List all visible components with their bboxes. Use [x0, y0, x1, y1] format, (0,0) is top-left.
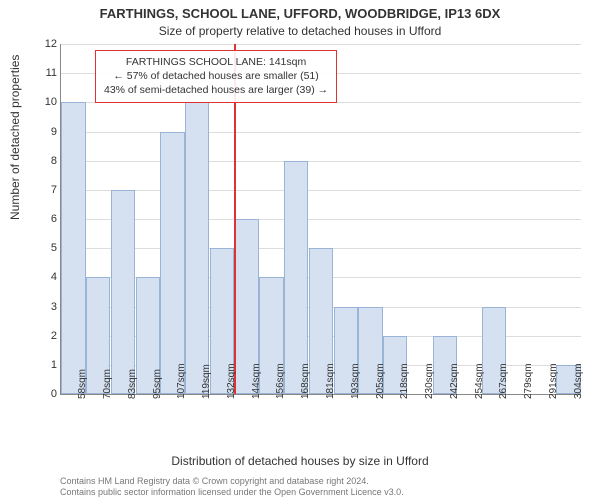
x-tick-label: 254sqm — [474, 363, 485, 399]
y-tick-label: 5 — [37, 242, 57, 254]
annotation-line2: ← 57% of detached houses are smaller (51… — [104, 69, 328, 83]
histogram-bar — [61, 102, 85, 394]
x-axis-label: Distribution of detached houses by size … — [0, 454, 600, 468]
y-tick-label: 9 — [37, 126, 57, 138]
x-tick-label: 291sqm — [548, 363, 559, 399]
y-tick-label: 6 — [37, 213, 57, 225]
grid-line — [61, 190, 581, 191]
footer-line1: Contains HM Land Registry data © Crown c… — [60, 476, 404, 487]
chart-title-main: FARTHINGS, SCHOOL LANE, UFFORD, WOODBRID… — [0, 6, 600, 21]
footer-line2: Contains public sector information licen… — [60, 487, 404, 498]
x-tick-label: 181sqm — [325, 363, 336, 399]
y-tick-label: 4 — [37, 271, 57, 283]
histogram-bar — [111, 190, 135, 394]
x-tick-label: 205sqm — [375, 363, 386, 399]
x-tick-label: 304sqm — [573, 363, 584, 399]
y-tick-label: 0 — [37, 388, 57, 400]
histogram-bar — [185, 102, 209, 394]
grid-line — [61, 44, 581, 45]
y-tick-label: 7 — [37, 184, 57, 196]
x-tick-label: 242sqm — [449, 363, 460, 399]
annotation-box: FARTHINGS SCHOOL LANE: 141sqm ← 57% of d… — [95, 50, 337, 103]
chart-title-sub: Size of property relative to detached ho… — [0, 24, 600, 38]
footer-attribution: Contains HM Land Registry data © Crown c… — [60, 476, 404, 498]
grid-line — [61, 161, 581, 162]
x-tick-label: 83sqm — [127, 369, 138, 399]
x-tick-label: 279sqm — [523, 363, 534, 399]
x-tick-label: 168sqm — [300, 363, 311, 399]
chart-container: FARTHINGS, SCHOOL LANE, UFFORD, WOODBRID… — [0, 0, 600, 500]
x-tick-label: 156sqm — [275, 363, 286, 399]
x-tick-label: 193sqm — [350, 363, 361, 399]
x-tick-label: 144sqm — [251, 363, 262, 399]
y-tick-label: 12 — [37, 38, 57, 50]
y-tick-label: 2 — [37, 330, 57, 342]
histogram-bar — [284, 161, 308, 394]
x-tick-label: 95sqm — [152, 369, 163, 399]
x-tick-label: 267sqm — [498, 363, 509, 399]
x-tick-label: 58sqm — [77, 369, 88, 399]
histogram-bar — [160, 132, 184, 395]
plot-area: 012345678910111258sqm70sqm83sqm95sqm107s… — [60, 44, 581, 395]
x-tick-label: 119sqm — [201, 364, 212, 399]
y-tick-label: 1 — [37, 359, 57, 371]
y-tick-label: 10 — [37, 96, 57, 108]
x-tick-label: 230sqm — [424, 363, 435, 399]
x-tick-label: 218sqm — [399, 363, 410, 399]
grid-line — [61, 132, 581, 133]
annotation-line1: FARTHINGS SCHOOL LANE: 141sqm — [104, 55, 328, 69]
x-tick-label: 107sqm — [176, 363, 187, 399]
y-axis-label: Number of detached properties — [8, 55, 22, 220]
x-tick-label: 70sqm — [102, 369, 113, 399]
x-tick-label: 132sqm — [226, 363, 237, 399]
grid-line — [61, 219, 581, 220]
y-tick-label: 11 — [37, 67, 57, 79]
y-tick-label: 3 — [37, 301, 57, 313]
annotation-line3: 43% of semi-detached houses are larger (… — [104, 83, 328, 97]
y-tick-label: 8 — [37, 155, 57, 167]
